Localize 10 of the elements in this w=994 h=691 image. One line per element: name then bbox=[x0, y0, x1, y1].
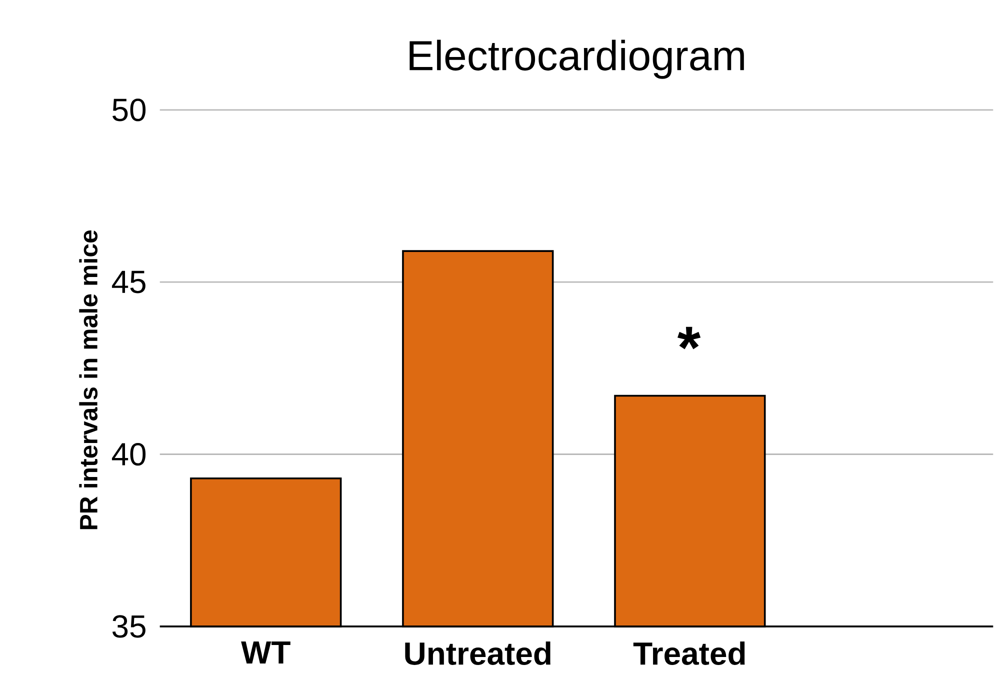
x-tick-label: WT bbox=[241, 641, 290, 664]
y-tick-label: 40 bbox=[112, 442, 146, 466]
y-tick-label: 50 bbox=[112, 98, 146, 122]
y-tick-label: 35 bbox=[112, 614, 146, 638]
x-tick-label: Treated bbox=[633, 641, 745, 665]
y-axis-title: PR intervals in male mice bbox=[79, 230, 98, 529]
chart-title: Electrocardiogram bbox=[410, 40, 744, 79]
x-tick-label: Untreated bbox=[405, 641, 550, 665]
annotation: * bbox=[677, 326, 701, 350]
y-tick-label: 45 bbox=[112, 270, 146, 294]
